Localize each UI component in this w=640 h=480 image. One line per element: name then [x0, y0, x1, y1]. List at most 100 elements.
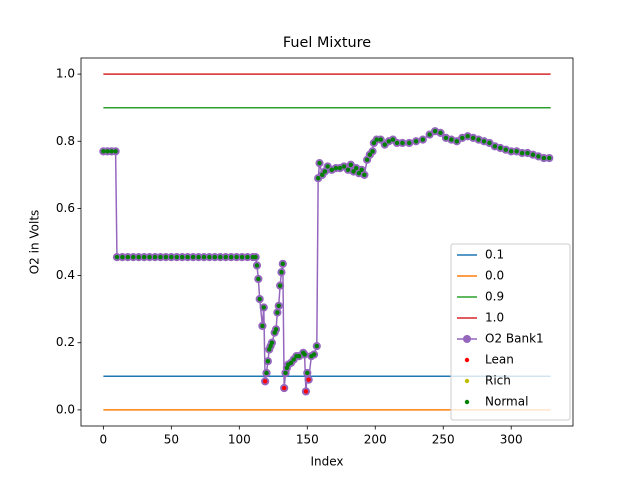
data-point — [413, 139, 419, 144]
data-point — [223, 254, 228, 260]
data-point — [261, 305, 266, 310]
data-point — [265, 358, 271, 364]
data-point — [218, 254, 223, 260]
data-point — [378, 137, 383, 142]
data-point — [371, 140, 377, 146]
legend-box — [450, 243, 571, 421]
y-tick-label: 0.6 — [56, 201, 75, 215]
data-point — [284, 365, 290, 371]
data-point — [281, 385, 287, 391]
legend: 0.1 0.0 0.9 1.0 O2 Bank1 Lean Rich Normal — [450, 243, 571, 421]
x-axis-label: Index — [310, 455, 343, 469]
data-point — [101, 149, 106, 154]
data-point — [234, 254, 239, 260]
data-point — [262, 379, 268, 384]
data-point — [136, 254, 141, 260]
data-point — [257, 296, 262, 302]
data-point — [370, 149, 375, 154]
data-point — [525, 150, 530, 156]
axes-frame — [80, 57, 574, 427]
x-tick-label: 200 — [364, 433, 387, 447]
data-point — [443, 135, 449, 141]
data-point — [201, 254, 207, 260]
data-point — [354, 165, 359, 171]
y-tick-label: 0.0 — [56, 402, 75, 416]
data-point — [272, 330, 277, 335]
data-point — [476, 137, 481, 142]
data-point — [432, 128, 438, 134]
data-point — [303, 389, 309, 394]
data-point — [364, 157, 370, 162]
data-point — [276, 303, 281, 308]
data-point — [509, 149, 514, 154]
data-point — [460, 135, 465, 141]
y-axis-label: O2 in Volts — [28, 210, 42, 275]
data-point — [322, 169, 328, 174]
data-point — [212, 254, 218, 260]
data-point — [386, 139, 392, 144]
data-point — [283, 370, 288, 376]
data-point — [382, 142, 387, 147]
data-point — [498, 145, 503, 151]
data-point — [180, 254, 185, 260]
plot-area — [99, 73, 554, 411]
data-point — [254, 263, 260, 268]
series — [262, 377, 311, 394]
data-point — [305, 370, 310, 376]
data-point — [113, 149, 118, 154]
data-point — [400, 140, 405, 146]
data-point — [449, 137, 454, 142]
data-point — [427, 132, 432, 137]
data-point — [269, 340, 275, 345]
y-tick-label: 0.8 — [56, 134, 75, 148]
data-point — [253, 254, 258, 260]
data-point — [141, 254, 147, 260]
data-point — [356, 170, 362, 176]
data-point — [481, 139, 487, 144]
data-point — [273, 327, 279, 332]
legend-label: 1.0 — [485, 311, 504, 325]
data-point — [541, 155, 547, 161]
data-point — [152, 254, 158, 260]
legend-label: O2 Bank1 — [485, 332, 544, 346]
series — [101, 128, 552, 376]
legend-marker — [463, 335, 471, 343]
data-point — [492, 144, 498, 149]
data-point — [315, 176, 321, 181]
data-point — [438, 130, 443, 136]
legend-label: Lean — [485, 353, 514, 367]
data-point — [514, 149, 519, 154]
y-tick-label: 1.0 — [56, 67, 75, 81]
legend-label: 0.0 — [485, 269, 504, 283]
data-point — [374, 137, 379, 142]
data-point — [345, 167, 351, 173]
data-point — [470, 135, 476, 141]
data-point — [279, 270, 284, 275]
data-point — [362, 172, 367, 178]
data-point — [317, 160, 322, 166]
data-point — [114, 254, 120, 260]
data-point — [454, 139, 460, 144]
data-point — [306, 377, 311, 382]
data-point — [314, 343, 320, 349]
legend-marker — [464, 399, 470, 405]
data-point — [407, 140, 412, 146]
legend-label: 0.1 — [485, 248, 504, 262]
data-point — [296, 353, 302, 359]
x-tick-label: 50 — [164, 433, 179, 447]
legend-label: Normal — [485, 395, 528, 409]
data-point — [420, 137, 426, 142]
data-point — [268, 343, 273, 349]
data-point — [185, 254, 190, 260]
data-point — [105, 149, 110, 154]
data-point — [239, 254, 245, 260]
data-point — [394, 140, 400, 146]
data-point — [351, 169, 356, 174]
data-point — [291, 357, 296, 362]
x-tick-label: 0 — [100, 433, 108, 447]
data-point — [547, 155, 552, 161]
y-tick-label: 0.4 — [56, 268, 75, 282]
data-point — [390, 137, 396, 142]
data-point — [359, 167, 364, 173]
